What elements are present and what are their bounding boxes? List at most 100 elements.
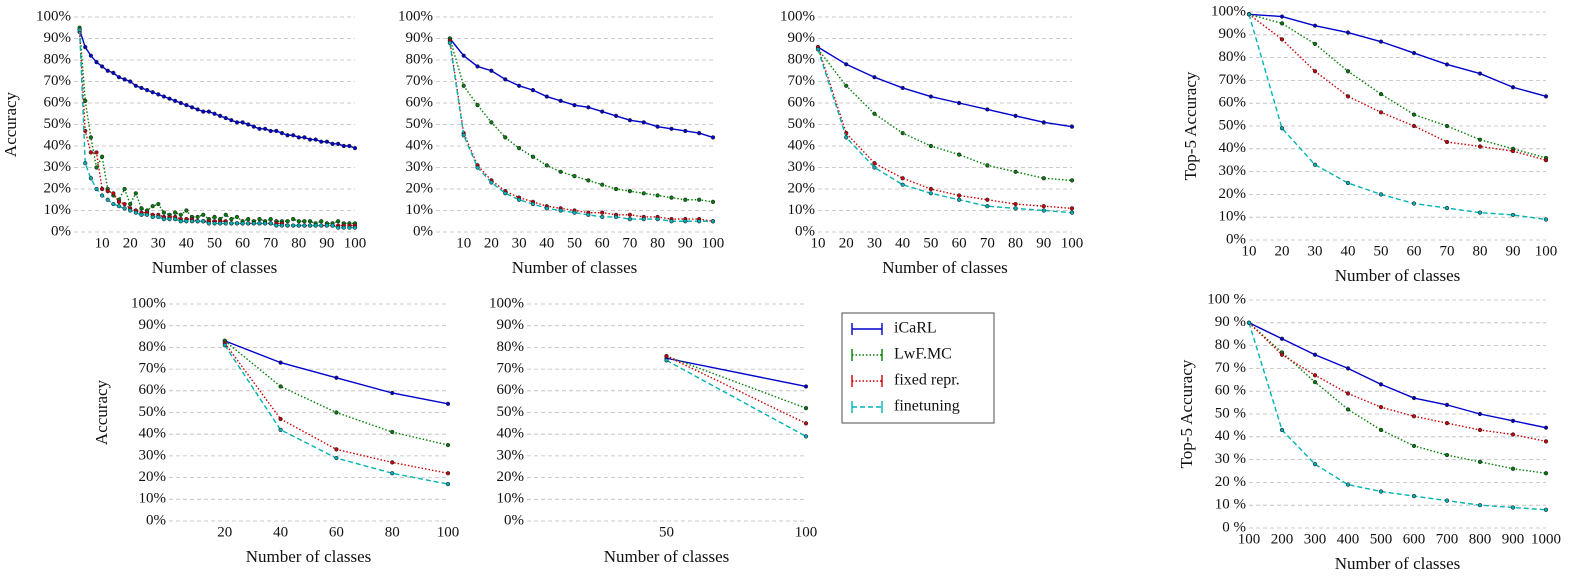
data-point [336, 219, 341, 224]
x-tick-label: 20 [217, 524, 232, 540]
data-point [1345, 391, 1351, 396]
x-tick-label: 90 [1506, 243, 1521, 259]
data-point [223, 212, 228, 217]
data-point [195, 214, 200, 220]
y-tick-label: 100% [780, 8, 815, 24]
data-point [139, 212, 144, 217]
y-axis-label: Top-5 Accuracy [1181, 71, 1200, 180]
data-point [641, 191, 646, 196]
y-tick-label: 70% [406, 73, 434, 89]
data-point [307, 137, 313, 142]
data-point [246, 221, 251, 226]
y-tick-label: 30% [1219, 163, 1247, 179]
data-point [641, 120, 646, 125]
y-tick-label: 0% [795, 223, 815, 239]
series-line [224, 342, 449, 474]
y-tick-label: 100% [489, 295, 524, 311]
data-point [330, 141, 335, 146]
data-point [1279, 336, 1285, 341]
series-line [1248, 13, 1547, 161]
data-point [229, 118, 234, 123]
y-tick-label: 40% [406, 137, 434, 153]
data-point [1477, 427, 1483, 433]
y-tick-label: 0% [1226, 231, 1246, 247]
data-point [212, 214, 217, 220]
data-point [150, 214, 155, 220]
y-tick-label: 20% [497, 469, 525, 485]
data-point [313, 223, 318, 228]
data-point [1312, 41, 1318, 47]
data-point [844, 135, 849, 140]
data-point [475, 165, 480, 170]
data-point [1279, 21, 1285, 26]
data-point [664, 353, 669, 359]
series-line [78, 32, 355, 227]
data-point [445, 401, 451, 406]
x-tick-label: 40 [179, 235, 194, 251]
data-point [128, 79, 133, 84]
data-point [613, 186, 619, 192]
data-point [461, 83, 466, 88]
data-point [334, 447, 339, 452]
data-point [150, 90, 155, 95]
x-tick-label: 20 [839, 235, 854, 251]
data-point [240, 221, 245, 226]
data-point [212, 221, 217, 226]
x-tick-label: 40 [1341, 243, 1356, 259]
y-tick-label: 70% [44, 73, 72, 89]
data-point [144, 212, 150, 217]
data-point [251, 124, 256, 129]
data-point [1013, 169, 1018, 174]
data-point [1312, 23, 1318, 28]
data-point [544, 94, 549, 99]
data-point [1041, 208, 1046, 213]
data-point [178, 212, 183, 217]
data-point [139, 206, 144, 211]
data-point [1411, 123, 1417, 129]
data-point [627, 189, 633, 194]
data-point [319, 219, 324, 224]
data-point [218, 113, 223, 118]
x-tick-label: 1000 [1531, 531, 1561, 547]
data-point [390, 390, 395, 396]
data-point [1477, 210, 1483, 215]
series-line [224, 344, 449, 485]
data-point [246, 217, 251, 222]
y-tick-label: 60 % [1215, 383, 1246, 399]
data-point [201, 219, 206, 224]
y-tick-label: 70 % [1215, 360, 1246, 376]
data-point [1013, 201, 1018, 207]
data-point [291, 217, 296, 222]
data-point [1543, 158, 1549, 163]
data-point [1444, 62, 1450, 67]
data-point [641, 217, 646, 222]
y-tick-label: 40% [788, 137, 816, 153]
data-point [613, 214, 619, 220]
data-point [1069, 206, 1075, 211]
data-point [1510, 148, 1516, 154]
x-tick-label: 80 [1473, 243, 1488, 259]
data-point [815, 47, 821, 52]
data-point [489, 180, 494, 185]
x-tick-label: 30 [867, 235, 882, 251]
y-tick-label: 50 % [1215, 405, 1246, 421]
data-point [88, 176, 93, 181]
data-point [195, 107, 200, 112]
x-axis-label: Number of classes [246, 547, 372, 566]
data-point [1411, 493, 1417, 499]
data-point [133, 210, 138, 215]
y-tick-label: 30 % [1215, 451, 1246, 467]
data-point [83, 98, 88, 103]
y-tick-label: 40% [44, 137, 72, 153]
data-point [1543, 217, 1549, 222]
data-point [1246, 320, 1252, 325]
data-point [257, 221, 262, 226]
y-tick-label: 10 % [1215, 497, 1246, 513]
y-tick-label: 20% [44, 180, 72, 196]
x-tick-label: 10 [1242, 243, 1257, 259]
data-point [88, 135, 93, 140]
data-point [285, 219, 290, 224]
data-point [161, 94, 167, 99]
series-line [817, 48, 1073, 182]
